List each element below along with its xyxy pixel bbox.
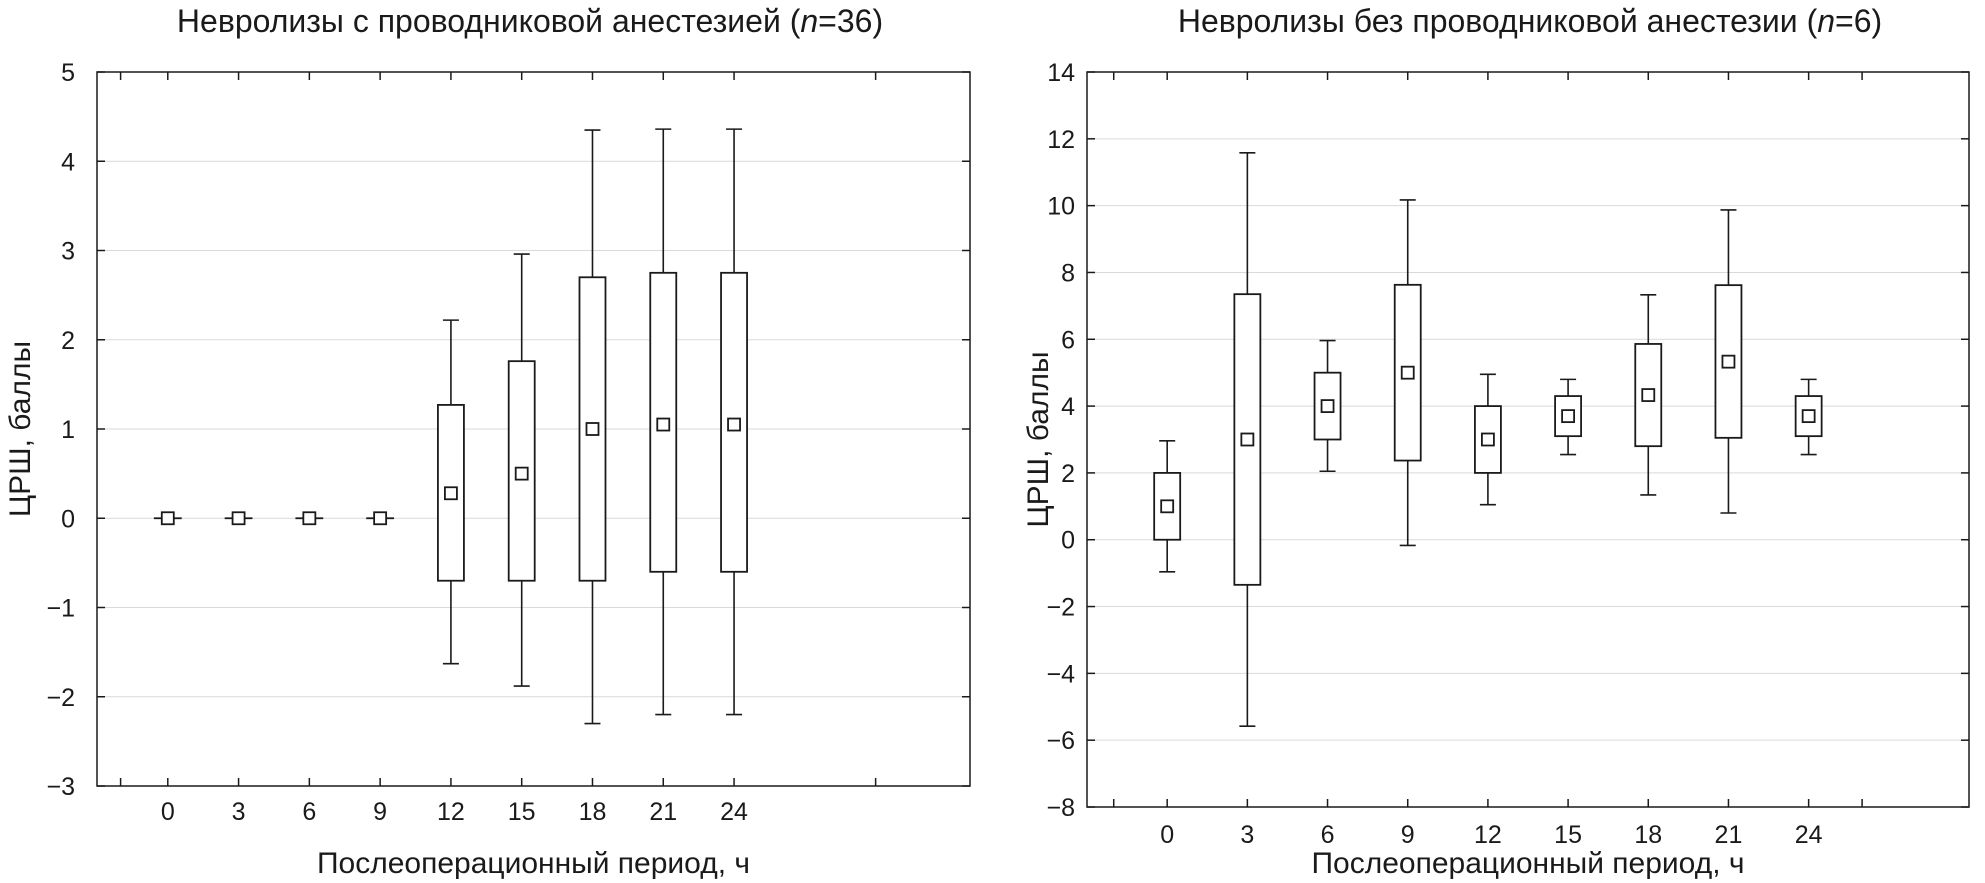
left-mean-marker: [302, 511, 317, 526]
right-box: [1313, 371, 1342, 441]
right-y-tick-label: 0: [1061, 527, 1075, 555]
right-mean-marker: [1801, 409, 1816, 424]
right-y-tick-label: 10: [1047, 193, 1075, 221]
right-x-tick-label: 6: [1321, 821, 1335, 849]
right-y-tick-label: −6: [1046, 727, 1075, 755]
left-y-tick-label: 1: [61, 416, 75, 444]
left-x-tick-label: 3: [232, 798, 246, 826]
right-y-tick-label: 8: [1061, 259, 1075, 287]
left-x-tick-label: 18: [579, 798, 607, 826]
left-y-tick-label: 3: [61, 238, 75, 266]
right-y-tick-label: 14: [1047, 59, 1075, 87]
left-x-tick-label: 6: [302, 798, 316, 826]
left-mean-marker: [727, 417, 741, 432]
left-y-tick-label: −1: [46, 595, 75, 623]
left-mean-marker: [656, 417, 671, 432]
right-x-tick-label: 24: [1795, 821, 1823, 849]
left-mean-marker: [514, 466, 529, 481]
right-x-tick-label: 0: [1160, 821, 1174, 849]
left-y-tick-label: 2: [61, 327, 75, 355]
right-y-tick-label: 6: [1061, 326, 1075, 354]
right-x-tick-label: 3: [1240, 821, 1254, 849]
right-mean-marker: [1320, 399, 1335, 413]
right-x-tick-label: 18: [1634, 821, 1662, 849]
left-x-tick-label: 9: [373, 798, 387, 826]
right-y-tick-label: −4: [1046, 660, 1075, 688]
left-plot-frame: [96, 71, 971, 787]
right-mean-marker: [1160, 499, 1175, 514]
right-x-tick-label: 21: [1715, 821, 1743, 849]
right-y-axis-label: ЦРШ, баллы: [1022, 351, 1055, 527]
right-y-tick-label: −8: [1046, 794, 1075, 822]
right-mean-marker: [1721, 354, 1736, 369]
left-y-tick-label: 0: [61, 505, 75, 533]
left-y-axis-label: ЦРШ, баллы: [4, 341, 37, 517]
left-x-tick-label: 12: [437, 798, 465, 826]
left-y-tick-label: 4: [61, 148, 75, 176]
left-box: [720, 271, 748, 573]
right-mean-marker: [1400, 365, 1415, 380]
left-y-tick-label: −3: [46, 773, 75, 801]
right-y-tick-label: 2: [1061, 460, 1075, 488]
right-mean-marker: [1481, 432, 1495, 447]
left-y-tick-label: −2: [46, 684, 75, 712]
left-chart-title: Невролизы с проводниковой анестезией (n=…: [177, 3, 883, 39]
right-box: [1153, 472, 1182, 541]
left-x-tick-label: 21: [649, 798, 677, 826]
left-mean-marker: [373, 511, 388, 526]
right-x-axis-label: Послеоперационный период, ч: [1311, 847, 1744, 880]
right-x-tick-label: 15: [1554, 821, 1582, 849]
right-chart-title: Невролизы без проводниковой анестезии (n…: [1178, 3, 1882, 39]
left-x-tick-label: 0: [161, 798, 175, 826]
left-x-axis-label: Послеоперационный период, ч: [317, 847, 750, 880]
left-mean-marker: [444, 486, 458, 501]
right-mean-marker: [1641, 388, 1656, 402]
left-x-tick-label: 24: [720, 798, 748, 826]
left-mean-marker: [160, 511, 175, 526]
right-y-tick-label: 4: [1061, 393, 1075, 421]
right-x-tick-label: 12: [1474, 821, 1502, 849]
right-y-tick-label: −2: [1046, 594, 1075, 622]
right-mean-marker: [1240, 432, 1255, 447]
left-mean-marker: [231, 511, 246, 526]
left-x-tick-label: 15: [508, 798, 536, 826]
left-y-tick-label: 5: [61, 59, 75, 87]
right-mean-marker: [1561, 409, 1575, 424]
left-mean-marker: [585, 422, 600, 436]
right-x-tick-label: 9: [1401, 821, 1415, 849]
right-box: [1634, 343, 1663, 448]
right-plot-frame: [1086, 71, 1970, 808]
right-y-tick-label: 12: [1047, 126, 1075, 154]
